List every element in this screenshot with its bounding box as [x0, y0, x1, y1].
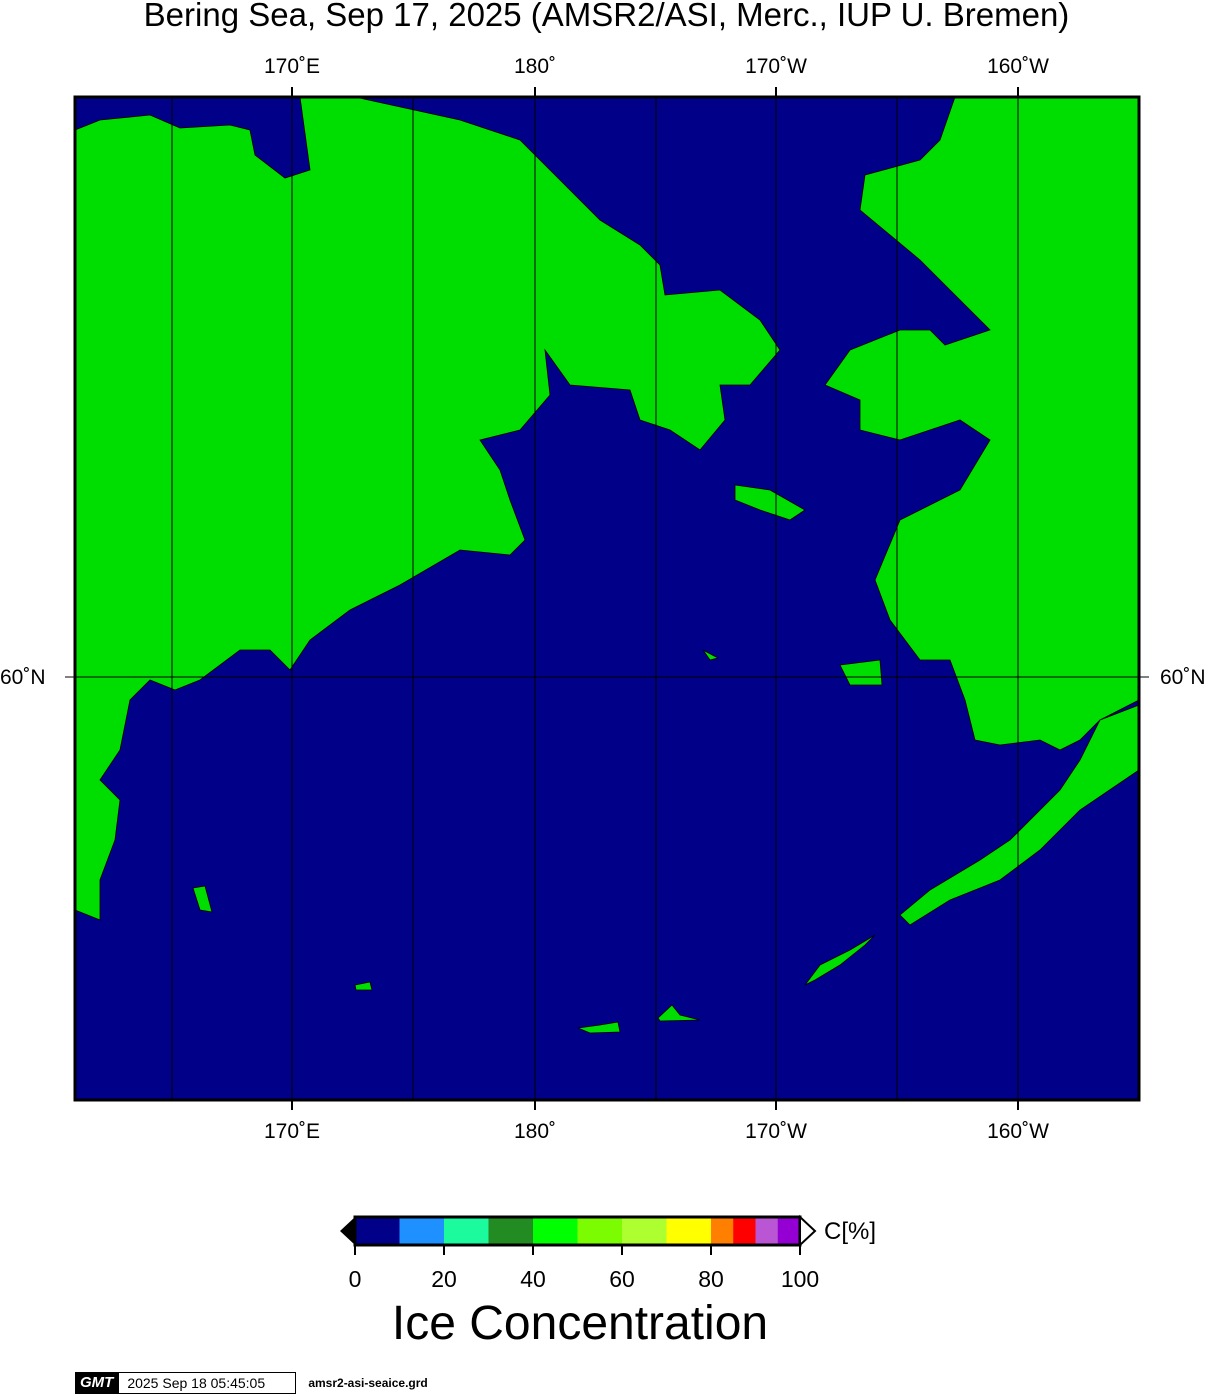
colorbar-label: 80: [698, 1266, 724, 1292]
land-island: [192, 885, 213, 913]
colorbar-bin: [399, 1217, 445, 1245]
land-alaska-peninsula: [899, 704, 1140, 926]
land-island: [354, 981, 373, 991]
colorbar-over-triangle: [799, 1214, 817, 1248]
colorbar-bin: [622, 1217, 667, 1245]
lon-tick-bottom: 170˚W: [745, 1120, 807, 1143]
colorbar-bin: [755, 1217, 779, 1245]
land-nunivak-island: [839, 659, 883, 686]
map-title: Bering Sea, Sep 17, 2025 (AMSR2/ASI, Mer…: [143, 0, 1070, 33]
lat-tick-right: 60˚N: [1160, 666, 1206, 689]
lon-tick-bottom: 170˚E: [263, 1120, 321, 1143]
land-island: [657, 1004, 701, 1022]
lat-tick-left: 60˚N: [0, 666, 46, 689]
colorbar-title: Ice Concentration: [391, 1297, 769, 1350]
colorbar-bin: [777, 1217, 801, 1245]
gmt-logo: GMT: [75, 1372, 119, 1394]
gmt-timestamp-footer: GMT 2025 Sep 18 05:45:05 amsr2-asi-seaic…: [75, 1372, 428, 1394]
colorbar-bin: [355, 1217, 400, 1245]
colorbar-bin: [711, 1217, 734, 1245]
lon-tick-top: 160˚W: [987, 55, 1049, 78]
colorbar-bin: [444, 1217, 489, 1245]
lon-tick-top: 170˚E: [263, 55, 321, 78]
lon-tick-bottom: 160˚W: [987, 1120, 1049, 1143]
colorbar-label: 0: [348, 1266, 362, 1292]
land-st-lawrence-island: [734, 484, 806, 521]
lon-tick-top: 170˚W: [745, 55, 807, 78]
colorbar-bin: [733, 1217, 756, 1245]
colorbar: [340, 1214, 817, 1255]
map-frame: [73, 95, 1141, 1102]
land-layer: [74, 96, 1140, 1034]
colorbar-unit: C[%]: [824, 1218, 877, 1245]
timestamp: 2025 Sep 18 05:45:05: [118, 1372, 297, 1394]
land-island: [576, 1021, 621, 1034]
colorbar-under-triangle: [340, 1217, 355, 1245]
grid-filename: amsr2-asi-seaice.grd: [308, 1376, 428, 1390]
land-alaska: [824, 96, 1140, 751]
colorbar-label: 60: [609, 1266, 635, 1292]
colorbar-bin: [533, 1217, 578, 1245]
lon-tick-top: 180˚: [513, 55, 557, 78]
lon-tick-bottom: 180˚: [513, 1120, 557, 1143]
colorbar-label: 40: [520, 1266, 546, 1292]
colorbar-bin: [488, 1217, 534, 1245]
colorbar-label: 20: [431, 1266, 457, 1292]
colorbar-bin: [577, 1217, 623, 1245]
colorbar-label: 100: [780, 1266, 820, 1292]
colorbar-bin: [666, 1217, 712, 1245]
graticule: [65, 87, 1149, 1110]
land-aleutians: [804, 934, 876, 986]
land-island: [702, 649, 720, 661]
